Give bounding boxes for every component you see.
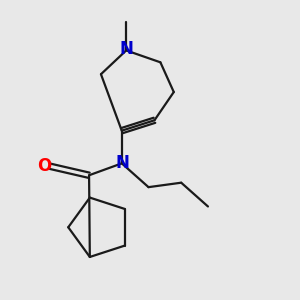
Text: O: O bbox=[38, 157, 52, 175]
Text: N: N bbox=[116, 154, 130, 172]
Text: N: N bbox=[119, 40, 133, 58]
